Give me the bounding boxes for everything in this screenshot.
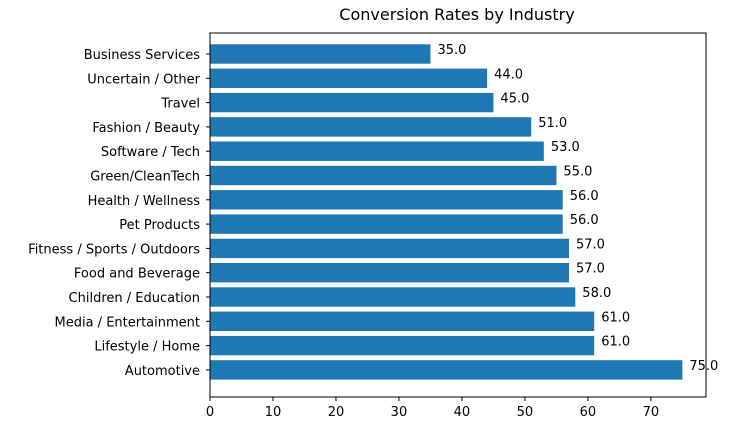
- data-label: 51.0: [538, 116, 567, 131]
- bar: [210, 238, 570, 259]
- bar: [210, 117, 532, 137]
- data-label: 61.0: [601, 335, 630, 350]
- data-label: 55.0: [563, 165, 592, 180]
- y-tick-label: Fitness / Sports / Outdoors: [28, 242, 200, 257]
- data-labels-group: 35.0 44.0 45.0 51.0 53.0 55.0 56.0 56.0 57.0 57.0…: [437, 43, 718, 374]
- y-axis-ticks: Business Services Uncertain / Other Travel…: [28, 48, 210, 379]
- bars-group: [210, 44, 683, 380]
- x-tick-label: 10: [265, 405, 282, 420]
- data-label: 35.0: [437, 43, 466, 58]
- x-tick-label: 60: [580, 405, 597, 420]
- bar: [210, 263, 570, 283]
- x-axis-ticks: 0 10 20 30 40 50 60 70: [206, 397, 659, 420]
- bar: [210, 335, 595, 356]
- x-tick-label: 20: [328, 405, 345, 420]
- data-label: 45.0: [500, 92, 529, 107]
- data-label: 61.0: [601, 310, 630, 325]
- y-tick-label: Uncertain / Other: [87, 72, 200, 87]
- y-tick-label: Business Services: [84, 48, 201, 63]
- bar: [210, 92, 494, 113]
- data-label: 56.0: [570, 213, 599, 228]
- x-tick-label: 70: [643, 405, 660, 420]
- bar: [210, 44, 431, 64]
- bar: [210, 190, 563, 210]
- data-label: 44.0: [494, 67, 523, 82]
- y-tick-label: Lifestyle / Home: [94, 340, 200, 355]
- bar: [210, 311, 595, 331]
- data-label: 75.0: [689, 359, 718, 374]
- plot-frame: [209, 32, 707, 398]
- bar: [210, 214, 563, 234]
- chart-title: Conversion Rates by Industry: [339, 5, 574, 24]
- y-tick-label: Media / Entertainment: [55, 315, 201, 330]
- x-tick-label: 30: [391, 405, 408, 420]
- y-tick-label: Fashion / Beauty: [92, 121, 200, 136]
- bar: [210, 360, 683, 380]
- y-tick-label: Software / Tech: [101, 145, 200, 160]
- y-tick-label: Health / Wellness: [88, 194, 201, 209]
- bar: [210, 287, 576, 307]
- bar: [210, 141, 544, 161]
- data-label: 57.0: [576, 237, 605, 252]
- y-tick-label: Green/CleanTech: [90, 170, 200, 185]
- x-tick-label: 40: [454, 405, 471, 420]
- data-label: 53.0: [551, 140, 580, 155]
- y-tick-label: Travel: [160, 97, 200, 112]
- y-tick-label: Children / Education: [69, 291, 200, 306]
- data-label: 57.0: [576, 262, 605, 277]
- bar: [210, 68, 488, 88]
- data-label: 58.0: [582, 286, 611, 301]
- x-tick-label: 0: [206, 405, 214, 420]
- data-label: 56.0: [570, 189, 599, 204]
- bar: [210, 165, 557, 186]
- y-tick-label: Food and Beverage: [74, 267, 200, 282]
- y-tick-label: Automotive: [125, 364, 200, 379]
- x-tick-label: 50: [517, 405, 534, 420]
- y-tick-label: Pet Products: [119, 218, 200, 233]
